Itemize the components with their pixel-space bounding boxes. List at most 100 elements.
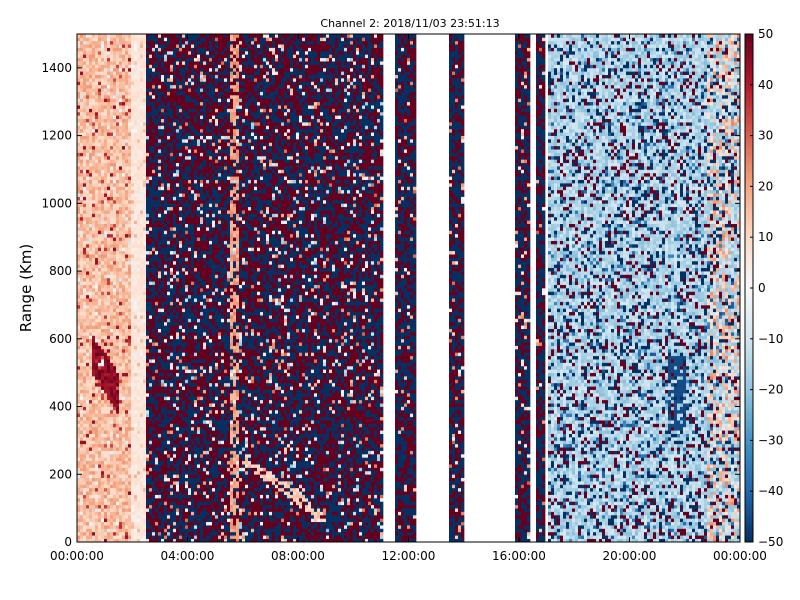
heatmap-cell bbox=[83, 444, 86, 448]
heatmap-cell bbox=[152, 125, 155, 129]
heatmap-cell bbox=[152, 322, 155, 326]
heatmap-cell bbox=[92, 230, 95, 234]
heatmap-cell bbox=[158, 81, 161, 85]
heatmap-cell bbox=[113, 230, 116, 234]
heatmap-cell bbox=[107, 78, 110, 82]
heatmap-cell bbox=[131, 149, 134, 153]
heatmap-cell bbox=[80, 342, 83, 346]
heatmap-cell bbox=[89, 302, 92, 306]
heatmap-cell bbox=[152, 444, 155, 448]
heatmap-cell bbox=[149, 51, 152, 55]
heatmap-cell bbox=[119, 461, 122, 465]
heatmap-cell bbox=[134, 474, 137, 478]
heatmap-cell bbox=[92, 176, 95, 180]
heatmap-cell bbox=[119, 37, 122, 41]
heatmap-cell bbox=[152, 396, 155, 400]
heatmap-cell bbox=[119, 359, 122, 363]
heatmap-cell bbox=[86, 210, 89, 214]
heatmap-cell bbox=[125, 105, 128, 109]
heatmap-cell bbox=[140, 102, 143, 106]
heatmap-cell bbox=[137, 315, 140, 319]
heatmap-cell bbox=[119, 149, 122, 153]
heatmap-cell bbox=[104, 268, 107, 272]
heatmap-cell bbox=[119, 61, 122, 65]
heatmap-cell bbox=[137, 403, 140, 407]
heatmap-cell bbox=[98, 464, 101, 468]
heatmap-cell bbox=[149, 237, 152, 241]
heatmap-cell bbox=[116, 186, 119, 190]
heatmap-cell bbox=[110, 146, 113, 150]
heatmap-cell bbox=[158, 241, 161, 245]
heatmap-cell bbox=[116, 393, 119, 397]
heatmap-cell bbox=[86, 471, 89, 475]
heatmap-cell bbox=[158, 64, 161, 68]
heatmap-cell bbox=[119, 68, 122, 72]
heatmap-cell bbox=[155, 261, 158, 265]
heatmap-cell bbox=[146, 37, 149, 41]
heatmap-cell bbox=[134, 454, 137, 458]
heatmap-cell bbox=[77, 508, 80, 512]
heatmap-cell bbox=[155, 447, 158, 451]
heatmap-cell bbox=[86, 522, 89, 526]
heatmap-cell bbox=[140, 166, 143, 170]
heatmap-cell bbox=[164, 400, 167, 404]
heatmap-cell bbox=[128, 454, 131, 458]
heatmap-cell bbox=[98, 54, 101, 58]
heatmap-cell bbox=[95, 339, 98, 343]
heatmap-cell bbox=[98, 427, 101, 431]
heatmap-cell bbox=[122, 437, 125, 441]
heatmap-cell bbox=[101, 213, 104, 217]
heatmap-cell bbox=[131, 451, 134, 455]
heatmap-cell bbox=[113, 501, 116, 505]
heatmap-cell bbox=[131, 491, 134, 495]
heatmap-cell bbox=[134, 44, 137, 48]
heatmap-cell bbox=[152, 312, 155, 316]
heatmap-cell bbox=[125, 396, 128, 400]
heatmap-cell bbox=[122, 213, 125, 217]
heatmap-cell bbox=[101, 85, 104, 89]
heatmap-cell bbox=[89, 423, 92, 427]
heatmap-cell bbox=[164, 420, 167, 424]
heatmap-cell bbox=[158, 457, 161, 461]
heatmap-cell bbox=[155, 478, 158, 482]
heatmap-cell bbox=[137, 335, 140, 339]
heatmap-cell bbox=[104, 51, 107, 55]
heatmap-cell bbox=[137, 258, 140, 262]
heatmap-cell bbox=[95, 193, 98, 197]
heatmap-cell bbox=[104, 444, 107, 448]
heatmap-cell bbox=[89, 41, 92, 45]
heatmap-cell bbox=[152, 481, 155, 485]
heatmap-cell bbox=[140, 64, 143, 68]
heatmap-cell bbox=[83, 102, 86, 106]
heatmap-cell bbox=[155, 258, 158, 262]
heatmap-cell bbox=[125, 393, 128, 397]
heatmap-cell bbox=[125, 291, 128, 295]
heatmap-cell bbox=[92, 386, 95, 390]
heatmap-cell bbox=[146, 454, 149, 458]
heatmap-cell bbox=[152, 525, 155, 529]
heatmap-cell bbox=[152, 298, 155, 302]
heatmap-cell bbox=[86, 410, 89, 414]
heatmap-cell bbox=[110, 254, 113, 258]
heatmap-cell bbox=[128, 488, 131, 492]
heatmap-cell bbox=[104, 461, 107, 465]
heatmap-cell bbox=[116, 349, 119, 353]
heatmap-cell bbox=[164, 139, 167, 143]
heatmap-cell bbox=[110, 264, 113, 268]
heatmap-cell bbox=[77, 61, 80, 65]
heatmap-cell bbox=[104, 261, 107, 265]
heatmap-cell bbox=[134, 288, 137, 292]
heatmap-cell bbox=[158, 251, 161, 255]
heatmap-cell bbox=[137, 34, 140, 38]
heatmap-cell bbox=[122, 274, 125, 278]
heatmap-cell bbox=[95, 349, 98, 353]
heatmap-cell bbox=[104, 464, 107, 468]
heatmap-cell bbox=[101, 393, 104, 397]
heatmap-cell bbox=[149, 403, 152, 407]
heatmap-cell bbox=[86, 119, 89, 123]
heatmap-cell bbox=[101, 451, 104, 455]
heatmap-cell bbox=[110, 423, 113, 427]
heatmap-cell bbox=[113, 413, 116, 417]
heatmap-cell bbox=[122, 34, 125, 38]
heatmap-cell bbox=[134, 81, 137, 85]
